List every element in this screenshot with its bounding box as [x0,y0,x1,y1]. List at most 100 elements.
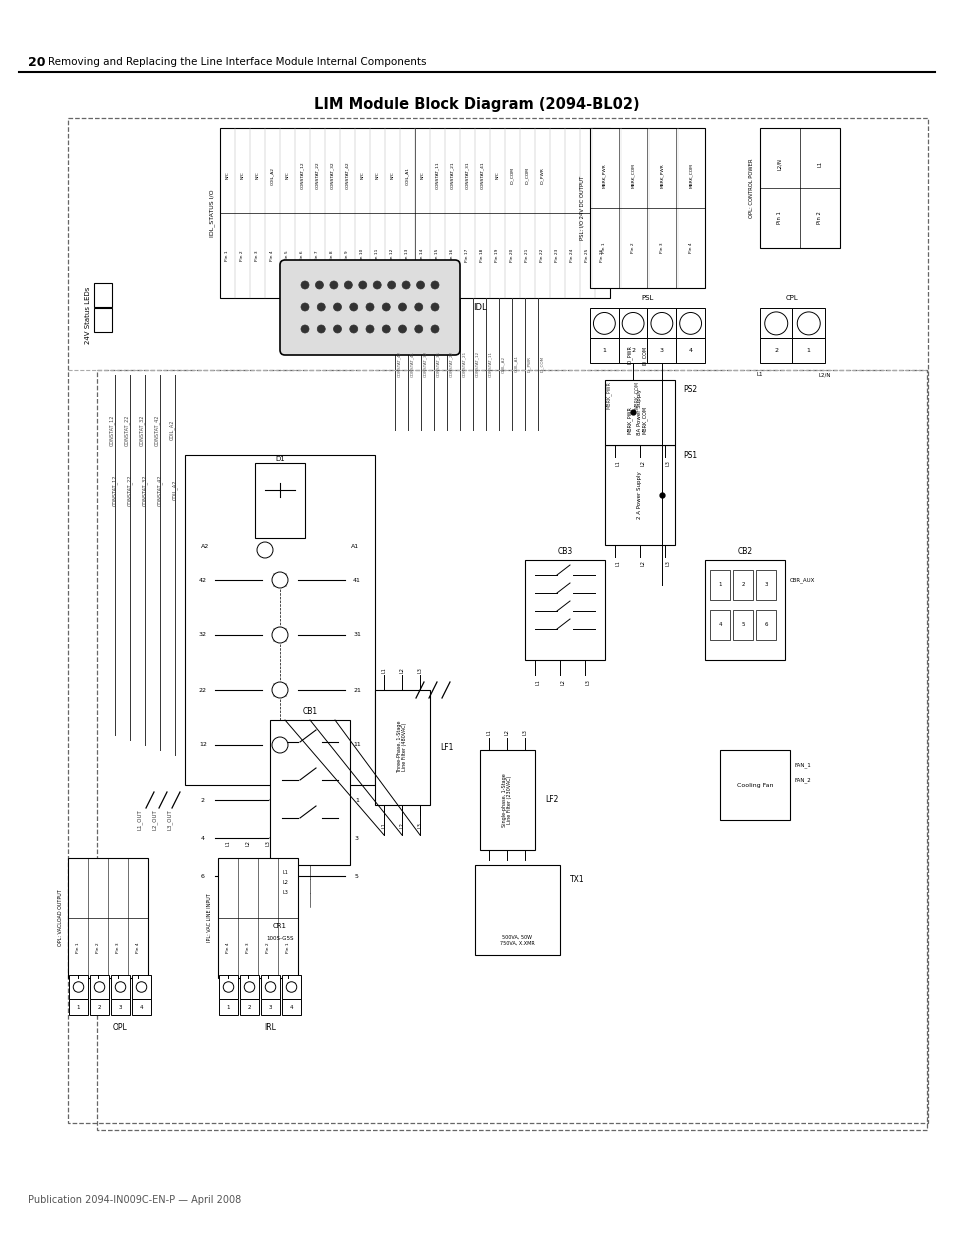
Text: N/C: N/C [240,172,244,179]
Text: Pin 12: Pin 12 [390,248,395,262]
Bar [720,750,789,820]
Text: Pin 20: Pin 20 [510,248,514,262]
Text: Pin 13: Pin 13 [405,248,409,262]
Circle shape [315,282,323,289]
Text: 2: 2 [740,583,744,588]
Bar [709,610,729,640]
Bar [618,308,647,338]
Text: CBR_AUX: CBR_AUX [789,577,815,583]
Text: 2: 2 [774,348,778,353]
Bar [220,128,609,298]
Text: Pin 4: Pin 4 [226,942,230,953]
Text: CONSTAT_41: CONSTAT_41 [410,351,414,377]
Text: OPL: CONTROL POWER: OPL: CONTROL POWER [749,158,754,217]
Text: L3: L3 [665,461,670,466]
Text: L2: L2 [639,559,645,566]
Bar [261,999,280,1015]
Circle shape [366,325,374,333]
Circle shape [621,312,643,335]
Circle shape [382,303,390,311]
Text: MBRK_COM: MBRK_COM [688,163,692,189]
Bar [760,128,840,248]
Circle shape [416,282,424,289]
Text: TX1: TX1 [569,876,584,884]
Text: 4: 4 [139,1005,143,1010]
Text: Pin 9: Pin 9 [345,251,349,261]
Bar [282,974,301,999]
Circle shape [272,737,288,753]
Text: Pin 2: Pin 2 [96,942,100,953]
Text: CONSTAT_42: CONSTAT_42 [396,351,400,377]
Text: L1: L1 [817,161,821,167]
Text: 21: 21 [353,688,360,693]
Text: FAN_1: FAN_1 [794,762,811,768]
Text: 42: 42 [199,578,207,583]
Text: 1: 1 [806,348,810,353]
Text: PS1: PS1 [682,451,697,459]
Text: IRL: IRL [264,1023,275,1031]
Bar [90,974,109,999]
FancyBboxPatch shape [280,261,459,354]
Bar [218,858,297,978]
Text: 3: 3 [659,348,663,353]
Text: Single-phase, 1-Stage
Line Filter (230VAC): Single-phase, 1-Stage Line Filter (230VA… [501,773,512,827]
Bar [254,463,305,538]
Text: MBRK_COM: MBRK_COM [641,406,647,433]
Text: COIL_A2: COIL_A2 [172,480,177,500]
Text: COIL_A1: COIL_A1 [405,167,409,184]
Text: Removing and Replacing the Line Interface Module Internal Components: Removing and Replacing the Line Interfac… [48,57,426,67]
Bar [676,308,704,338]
Text: Pin 2: Pin 2 [240,251,244,261]
Bar [792,338,824,363]
Text: L1: L1 [381,823,386,827]
Bar [97,370,926,1130]
Text: L3: L3 [417,667,422,673]
Text: L2: L2 [399,823,404,827]
Text: Pin 1: Pin 1 [286,942,290,953]
Bar [375,690,430,805]
Text: 4: 4 [290,1005,293,1010]
Bar [240,999,258,1015]
Circle shape [73,982,84,992]
Circle shape [764,312,787,335]
Bar [261,974,280,999]
Text: Pin 22: Pin 22 [540,248,544,262]
Text: L2: L2 [639,461,645,466]
Text: 2 A Power Supply: 2 A Power Supply [637,471,641,519]
Circle shape [301,325,309,333]
Text: 32: 32 [199,632,207,637]
Text: CONSTAT_11: CONSTAT_11 [435,162,439,189]
Text: 3: 3 [269,1005,272,1010]
Bar [647,338,676,363]
Text: Pin 4: Pin 4 [688,243,692,253]
Text: 500VA, 50W
750VA, X.XMR: 500VA, 50W 750VA, X.XMR [499,935,534,946]
Text: COIL_A2: COIL_A2 [500,356,504,373]
Text: Pin 3: Pin 3 [659,243,663,253]
Text: Pin 24: Pin 24 [570,248,574,262]
Text: CONSTAT_22: CONSTAT_22 [315,162,319,189]
Text: CONSTAT_21: CONSTAT_21 [450,162,454,189]
Bar [69,974,88,999]
Text: Pin 5: Pin 5 [285,251,289,261]
Text: MBRK_COM: MBRK_COM [634,380,639,409]
Text: L2: L2 [282,881,288,885]
Text: Pin 14: Pin 14 [420,248,424,262]
Text: N/C: N/C [285,172,289,179]
Bar [90,999,109,1015]
Text: 6: 6 [201,873,205,878]
Text: N/C: N/C [495,172,499,179]
Bar [589,338,618,363]
Text: OPL: OPL [112,1023,128,1031]
Bar [270,720,350,864]
Text: CONSTAT_42: CONSTAT_42 [157,474,163,505]
Text: Pin 10: Pin 10 [360,248,364,262]
Text: 31: 31 [353,632,360,637]
Text: L1: L1 [225,840,231,846]
Text: Pin 6: Pin 6 [300,251,304,261]
Bar [704,559,784,659]
Text: N/C: N/C [375,172,379,179]
Text: Pin 21: Pin 21 [525,248,529,262]
Text: Pin 15: Pin 15 [435,248,439,262]
Bar [755,610,775,640]
Text: Pin 19: Pin 19 [495,248,499,262]
